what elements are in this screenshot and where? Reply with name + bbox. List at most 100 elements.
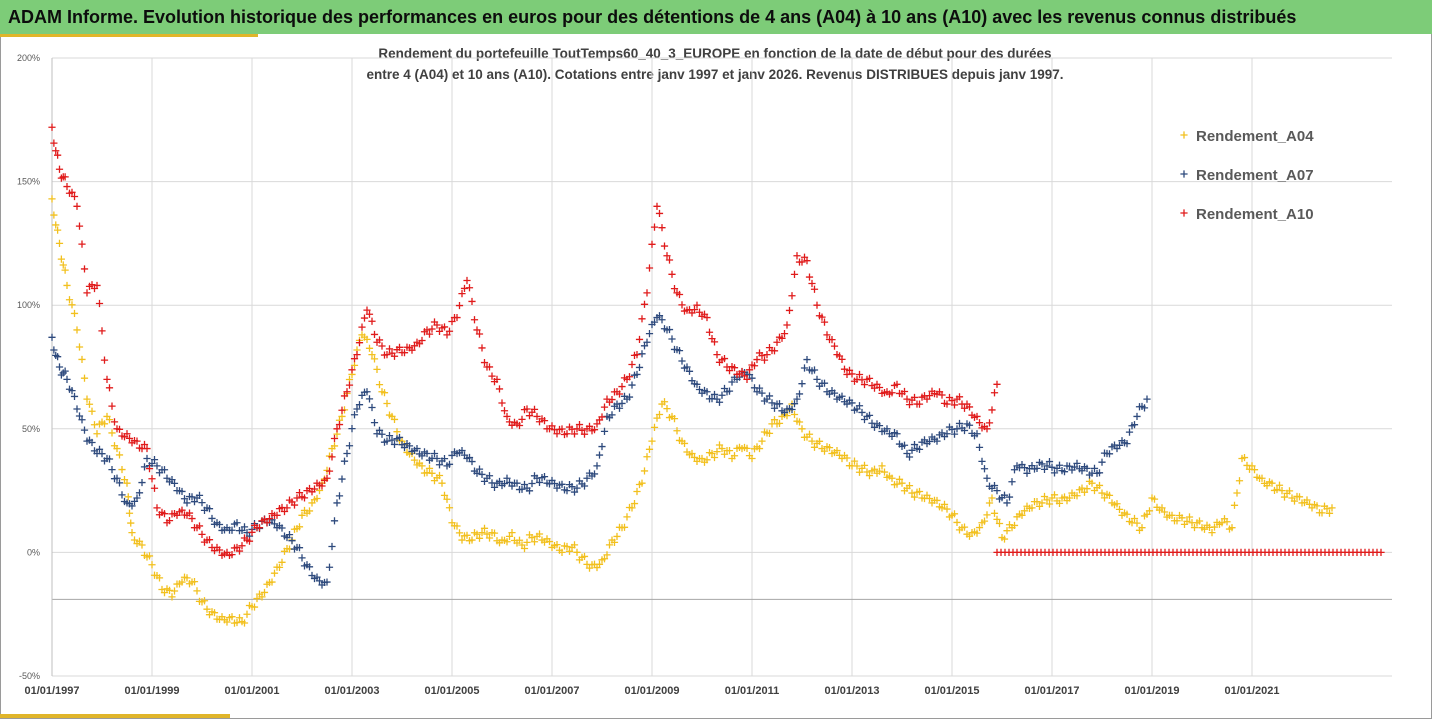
data-point [810, 285, 819, 293]
data-point [570, 488, 579, 496]
data-point [170, 479, 179, 487]
data-point [1323, 505, 1331, 513]
data-point [1065, 462, 1074, 470]
data-point [608, 395, 616, 404]
data-point [520, 480, 529, 489]
data-point [153, 504, 161, 512]
data-point [678, 301, 686, 309]
data-point [598, 413, 606, 421]
data-point [423, 449, 431, 458]
data-point [503, 412, 511, 421]
data-point [433, 321, 441, 329]
data-point [953, 518, 961, 527]
data-point [54, 226, 62, 234]
data-point [318, 482, 326, 490]
data-point [1020, 507, 1029, 515]
data-point [640, 300, 649, 308]
data-point [425, 464, 434, 472]
data-point [668, 335, 676, 343]
data-point [390, 440, 399, 449]
data-point [980, 517, 989, 525]
data-point [68, 188, 76, 196]
data-point [333, 499, 341, 507]
data-point [573, 484, 581, 492]
data-point [1250, 466, 1259, 474]
data-point [135, 537, 144, 545]
data-point [665, 325, 674, 334]
data-point [438, 479, 446, 487]
data-point [960, 404, 969, 412]
data-point [70, 392, 79, 401]
data-point [848, 399, 856, 407]
data-point [93, 281, 101, 290]
data-point [293, 494, 301, 502]
data-point [1003, 499, 1011, 507]
data-point [1160, 508, 1169, 516]
data-point [618, 382, 626, 391]
x-tick-label: 01/01/2003 [324, 685, 379, 697]
data-point [628, 360, 636, 369]
data-point [713, 448, 721, 456]
data-point [650, 423, 659, 431]
data-point [498, 399, 506, 407]
data-point [683, 363, 691, 371]
data-point [563, 487, 571, 495]
data-point [68, 387, 76, 395]
data-point [228, 526, 236, 534]
data-point [370, 355, 379, 363]
data-point [528, 479, 536, 488]
data-point [843, 454, 851, 462]
data-point [648, 437, 656, 445]
data-point [605, 541, 614, 549]
data-point [108, 465, 116, 474]
data-point [375, 381, 384, 389]
data-point [248, 528, 256, 536]
data-point [1105, 491, 1114, 499]
data-point [765, 429, 774, 437]
data-point [883, 425, 891, 433]
data-point [738, 367, 746, 376]
data-point [423, 326, 431, 334]
data-point [973, 529, 981, 537]
data-point [123, 430, 131, 438]
data-point [845, 366, 854, 374]
legend-marker [1180, 131, 1188, 139]
x-tick-label: 01/01/1999 [124, 685, 179, 697]
data-point [865, 374, 874, 382]
data-point [243, 610, 251, 618]
data-point [760, 356, 769, 364]
data-point [1150, 495, 1159, 503]
data-point [653, 202, 661, 210]
data-point [478, 344, 486, 352]
data-point [558, 548, 566, 556]
data-point [788, 405, 796, 414]
data-point [333, 425, 341, 433]
data-point [850, 457, 859, 465]
data-point [1195, 517, 1204, 525]
data-point [483, 530, 491, 538]
data-point [123, 479, 131, 487]
data-point [978, 457, 986, 466]
data-point [98, 450, 106, 458]
data-point [575, 420, 584, 429]
data-point [973, 430, 981, 438]
data-point [383, 351, 391, 359]
data-point [440, 455, 449, 463]
data-point [925, 392, 934, 400]
data-point [1060, 493, 1069, 501]
data-point [905, 481, 914, 490]
data-point [830, 342, 839, 350]
data-point [400, 349, 409, 357]
data-point [1000, 491, 1009, 499]
data-point [955, 419, 964, 428]
data-point [570, 541, 579, 549]
data-point [295, 523, 304, 531]
data-point [70, 309, 79, 318]
data-point [75, 412, 84, 420]
data-point [473, 469, 481, 477]
data-point [730, 452, 739, 460]
data-point [358, 323, 366, 331]
data-point [1138, 524, 1146, 532]
data-point [1285, 487, 1294, 495]
data-point [153, 462, 161, 470]
